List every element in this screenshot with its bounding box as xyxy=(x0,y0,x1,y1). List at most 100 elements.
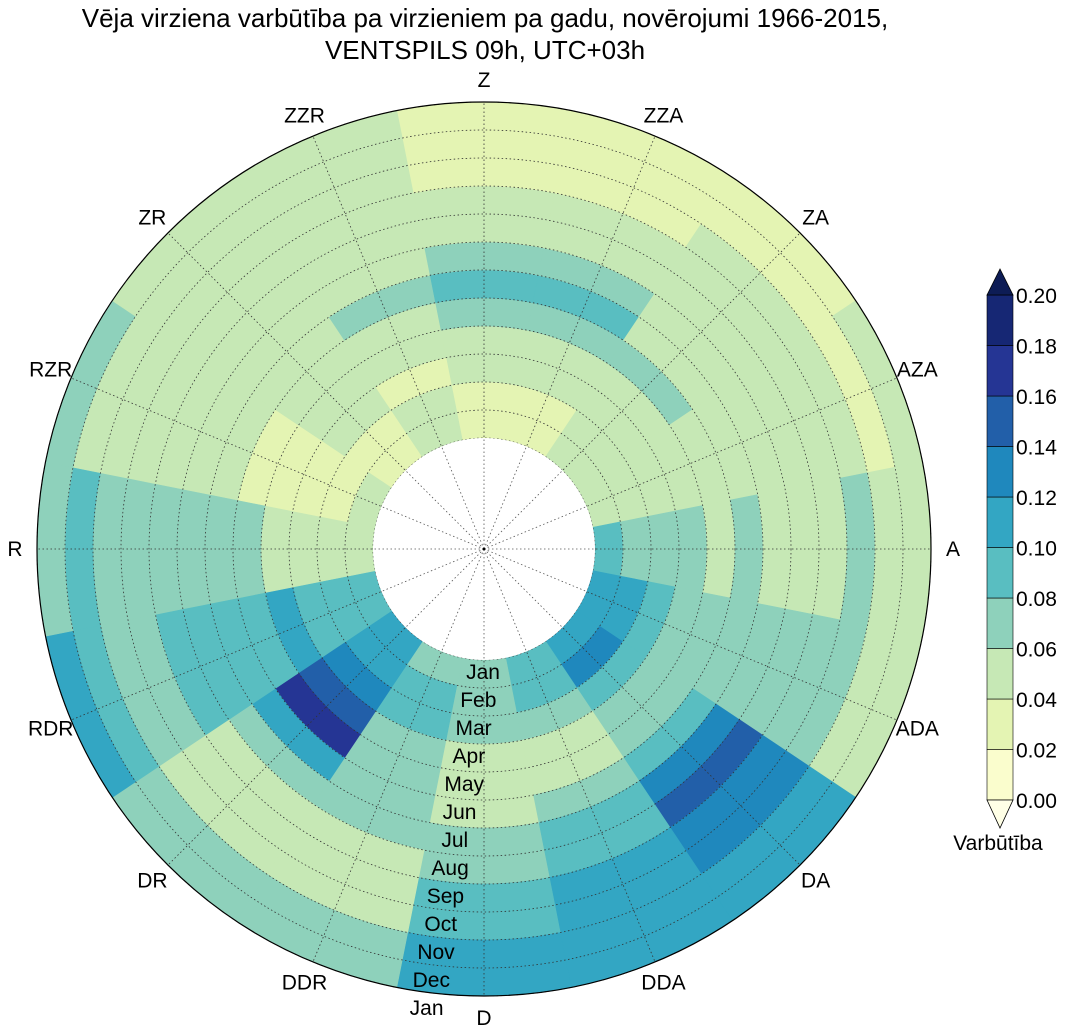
direction-label-AZA: AZA xyxy=(897,359,938,382)
direction-label-ZA: ZA xyxy=(802,206,829,229)
cell-Z-Jun xyxy=(429,269,539,304)
direction-spoke-inner xyxy=(441,548,485,652)
direction-spoke-inner xyxy=(381,506,485,550)
colorbar-tick-label: 0.12 xyxy=(1016,487,1057,510)
month-ring xyxy=(288,353,680,745)
direction-spoke xyxy=(167,548,485,866)
direction-label-DA: DA xyxy=(801,870,830,893)
direction-spoke xyxy=(483,548,656,963)
chart-title-line-1: Vēja virziena varbūtība pa virzieniem pa… xyxy=(81,3,889,33)
direction-spoke-inner xyxy=(483,548,563,628)
colorbar-tick-label: 0.00 xyxy=(1016,790,1057,813)
direction-spoke xyxy=(167,232,485,550)
month-label: Dec xyxy=(413,969,450,992)
month-ring xyxy=(260,325,708,773)
month-label: Apr xyxy=(453,745,486,768)
direction-spoke-inner xyxy=(483,506,587,550)
direction-label-ZZA: ZZA xyxy=(644,105,684,128)
colorbar-segment xyxy=(986,496,1014,548)
colorbar-tick-label: 0.08 xyxy=(1016,588,1057,611)
colorbar: 0.00 0.02 0.04 0.06 0.08 0.10 0.12 0.14 0.16 0.18… xyxy=(953,268,1057,855)
direction-spoke xyxy=(483,548,801,866)
colorbar-segment xyxy=(986,597,1014,649)
month-label: Feb xyxy=(460,689,496,712)
colorbar-tick-label: 0.16 xyxy=(1016,386,1057,409)
month-ring xyxy=(176,241,792,857)
month-label: Sep xyxy=(427,885,464,908)
direction-label-ADA: ADA xyxy=(896,717,939,740)
month-ring xyxy=(64,129,904,969)
direction-spoke xyxy=(483,232,801,550)
colorbar-tick-label: 0.14 xyxy=(1016,437,1057,460)
month-label: Mar xyxy=(456,717,492,740)
direction-label-ZZR: ZZR xyxy=(284,105,325,128)
month-ring xyxy=(316,381,652,717)
colorbar-tick-label: 0.06 xyxy=(1016,639,1057,662)
direction-label-DDR: DDR xyxy=(282,971,328,994)
colorbar-segment xyxy=(986,294,1014,346)
direction-spoke-inner xyxy=(483,470,563,550)
direction-label-ZR: ZR xyxy=(138,206,166,229)
direction-spoke xyxy=(483,377,898,550)
direction-label-DR: DR xyxy=(137,870,167,893)
center-dot xyxy=(482,547,486,551)
month-label: May xyxy=(444,773,484,796)
cell-Z-May xyxy=(434,297,534,331)
month-label: Jun xyxy=(443,801,477,824)
direction-label-Z: Z xyxy=(478,69,491,92)
colorbar-tick-label: 0.10 xyxy=(1016,538,1057,561)
colorbar-segment xyxy=(986,446,1014,498)
colorbar-extend-low xyxy=(986,799,1014,829)
month-ring xyxy=(344,409,624,689)
direction-spoke-inner xyxy=(405,470,485,550)
month-label: Oct xyxy=(424,913,457,936)
contour-cells xyxy=(36,101,932,997)
direction-spoke-inner xyxy=(381,548,485,592)
month-label: Jul xyxy=(441,829,468,852)
direction-label-RDR: RDR xyxy=(28,717,74,740)
direction-spoke xyxy=(70,548,485,721)
colorbar-extend-high xyxy=(986,268,1014,296)
month-ring xyxy=(92,157,876,941)
colorbar-tick-label: 0.18 xyxy=(1016,336,1057,359)
month-ring xyxy=(232,297,736,801)
colorbar-segment xyxy=(986,698,1014,750)
colorbar-segment xyxy=(986,547,1014,599)
direction-label-DDA: DDA xyxy=(641,971,685,994)
direction-label-RZR: RZR xyxy=(29,359,72,382)
chart-title: Vēja virziena varbūtība pa virzieniem pa… xyxy=(0,2,970,66)
cell-R-May xyxy=(232,499,266,599)
direction-spoke-inner xyxy=(441,446,485,550)
month-ring xyxy=(204,269,764,829)
direction-spoke xyxy=(483,548,898,721)
chart-title-line-2: VENTSPILS 09h, UTC+03h xyxy=(324,35,646,65)
direction-spoke-inner xyxy=(483,548,587,592)
month-label: Jan xyxy=(410,997,444,1020)
direction-spoke xyxy=(70,377,485,550)
direction-spoke-inner xyxy=(483,548,527,652)
outer-circle xyxy=(36,101,932,997)
colorbar-segment xyxy=(986,749,1014,801)
colorbar-segment xyxy=(986,648,1014,700)
colorbar-label: Varbūtība xyxy=(953,832,1043,855)
colorbar-tick-label: 0.20 xyxy=(1016,285,1057,308)
direction-spoke-inner xyxy=(483,446,527,550)
colorbar-segment xyxy=(986,345,1014,397)
month-ring xyxy=(148,213,820,885)
cell-A-May xyxy=(702,499,736,599)
colorbar-segment xyxy=(986,395,1014,447)
month-label: Jan xyxy=(466,661,500,684)
month-ring xyxy=(120,185,848,913)
direction-label-R: R xyxy=(7,538,22,561)
direction-spoke xyxy=(483,135,656,550)
colorbar-tick-label: 0.04 xyxy=(1016,689,1057,712)
direction-label-D: D xyxy=(476,1007,491,1030)
direction-spoke xyxy=(312,548,485,963)
month-label: Nov xyxy=(417,941,455,964)
month-label: Aug xyxy=(431,857,468,880)
polar-grid xyxy=(36,101,932,997)
direction-spoke xyxy=(312,135,485,550)
direction-label-A: A xyxy=(946,538,960,561)
colorbar-tick-label: 0.02 xyxy=(1016,740,1057,763)
